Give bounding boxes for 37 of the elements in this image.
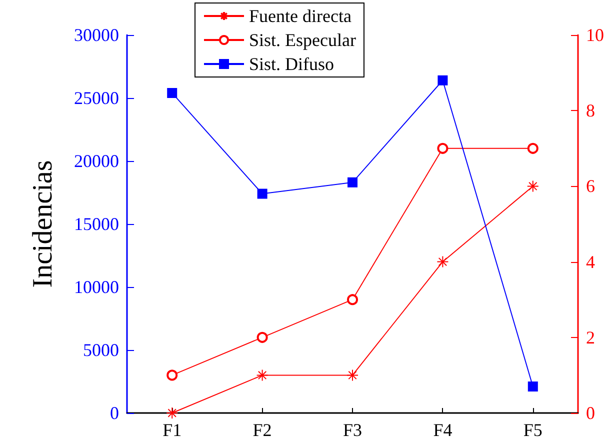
point xyxy=(348,177,358,188)
y2-tick-label: 2 xyxy=(586,327,595,348)
x-tick-label: F1 xyxy=(162,420,182,440)
y-tick-label: 25000 xyxy=(74,88,119,108)
x-tick-label: F3 xyxy=(342,420,362,440)
y2-tick-label: 8 xyxy=(586,100,595,121)
point xyxy=(256,332,268,343)
x-tick-label: F2 xyxy=(252,420,272,440)
legend-label: Fuente directa xyxy=(249,6,352,26)
point xyxy=(166,370,178,381)
legend-label: Sist. Difuso xyxy=(249,54,334,74)
point xyxy=(346,369,358,382)
point xyxy=(166,407,178,419)
y2-tick-label: 0 xyxy=(586,403,595,423)
point xyxy=(167,88,178,98)
point xyxy=(526,180,539,192)
point xyxy=(527,142,538,154)
x-tick-label: F5 xyxy=(523,420,542,440)
point xyxy=(438,75,448,86)
y-tick-label: 5000 xyxy=(83,340,119,360)
point xyxy=(436,256,449,268)
point xyxy=(347,294,358,306)
y-axis-title: Incidencias xyxy=(28,160,58,288)
y-tick-label: 10000 xyxy=(74,277,119,297)
y-tick-label: 30000 xyxy=(74,25,119,45)
y-tick-label: 15000 xyxy=(74,214,119,234)
y-tick-label: 0 xyxy=(110,403,119,423)
x-tick-label: F4 xyxy=(433,420,452,440)
y2-tick-label: 10 xyxy=(586,25,604,45)
point xyxy=(528,382,538,392)
y2-tick-label: 4 xyxy=(586,252,595,272)
legend-label: Sist. Especular xyxy=(249,30,356,50)
y2-tick-label: 6 xyxy=(586,176,595,196)
point xyxy=(437,142,448,154)
point xyxy=(256,369,268,382)
y-tick-label: 20000 xyxy=(74,151,119,171)
point xyxy=(257,188,268,199)
